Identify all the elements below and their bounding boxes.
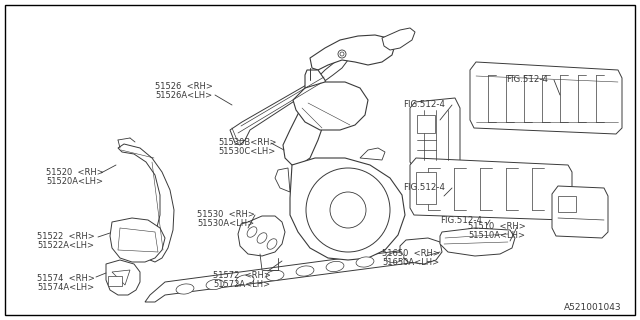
- Bar: [417, 115, 435, 133]
- Ellipse shape: [176, 284, 194, 294]
- Circle shape: [306, 168, 390, 252]
- Polygon shape: [275, 168, 290, 192]
- Ellipse shape: [236, 275, 254, 285]
- Text: 51650A<LH>: 51650A<LH>: [382, 258, 439, 267]
- Text: 51526A<LH>: 51526A<LH>: [155, 91, 212, 100]
- Bar: [558, 196, 576, 212]
- Text: 51520  <RH>: 51520 <RH>: [46, 168, 104, 177]
- Text: 51572  <RH>: 51572 <RH>: [213, 271, 271, 280]
- Polygon shape: [238, 216, 285, 256]
- Polygon shape: [145, 248, 430, 302]
- Text: 51510A<LH>: 51510A<LH>: [468, 231, 525, 240]
- Polygon shape: [290, 158, 405, 260]
- Text: 51510  <RH>: 51510 <RH>: [468, 222, 525, 231]
- Bar: [108, 276, 122, 286]
- Polygon shape: [410, 158, 572, 220]
- Polygon shape: [293, 82, 368, 130]
- Ellipse shape: [386, 252, 404, 263]
- Ellipse shape: [247, 227, 257, 237]
- Polygon shape: [360, 148, 385, 160]
- Text: A521001043: A521001043: [564, 303, 622, 312]
- Ellipse shape: [206, 279, 224, 290]
- Ellipse shape: [296, 266, 314, 276]
- Circle shape: [338, 50, 346, 58]
- Polygon shape: [110, 218, 165, 262]
- Text: 51522  <RH>: 51522 <RH>: [37, 232, 95, 241]
- Ellipse shape: [356, 257, 374, 267]
- Text: 51530B<RH>: 51530B<RH>: [218, 138, 276, 147]
- Text: 51650  <RH>: 51650 <RH>: [382, 249, 440, 258]
- Text: 51520A<LH>: 51520A<LH>: [46, 177, 103, 186]
- Polygon shape: [440, 228, 515, 256]
- Text: 51574  <RH>: 51574 <RH>: [37, 274, 95, 283]
- Ellipse shape: [267, 239, 277, 249]
- Text: 51522A<LH>: 51522A<LH>: [37, 241, 94, 250]
- Text: 51530  <RH>: 51530 <RH>: [197, 210, 255, 219]
- Polygon shape: [382, 28, 415, 50]
- Ellipse shape: [257, 233, 267, 243]
- Polygon shape: [400, 238, 442, 264]
- Text: 51530A<LH>: 51530A<LH>: [197, 219, 254, 228]
- Text: 51572A<LH>: 51572A<LH>: [213, 280, 270, 289]
- Polygon shape: [470, 62, 622, 134]
- Ellipse shape: [266, 270, 284, 281]
- Text: 51574A<LH>: 51574A<LH>: [37, 283, 94, 292]
- Polygon shape: [283, 70, 328, 165]
- Circle shape: [340, 52, 344, 56]
- Ellipse shape: [326, 261, 344, 272]
- Bar: [416, 172, 436, 204]
- Circle shape: [330, 192, 366, 228]
- Polygon shape: [410, 98, 460, 168]
- Text: FIG.512-4: FIG.512-4: [403, 100, 445, 109]
- Polygon shape: [310, 35, 395, 70]
- Polygon shape: [118, 144, 174, 262]
- Polygon shape: [106, 260, 140, 295]
- Polygon shape: [230, 56, 348, 145]
- Polygon shape: [552, 186, 608, 238]
- Text: 51530C<LH>: 51530C<LH>: [218, 147, 275, 156]
- Text: FIG.512-4: FIG.512-4: [403, 183, 445, 192]
- Text: 51526  <RH>: 51526 <RH>: [155, 82, 213, 91]
- Text: FIG.512-4: FIG.512-4: [506, 75, 548, 84]
- Polygon shape: [112, 270, 130, 285]
- Text: FIG.512-4: FIG.512-4: [440, 216, 482, 225]
